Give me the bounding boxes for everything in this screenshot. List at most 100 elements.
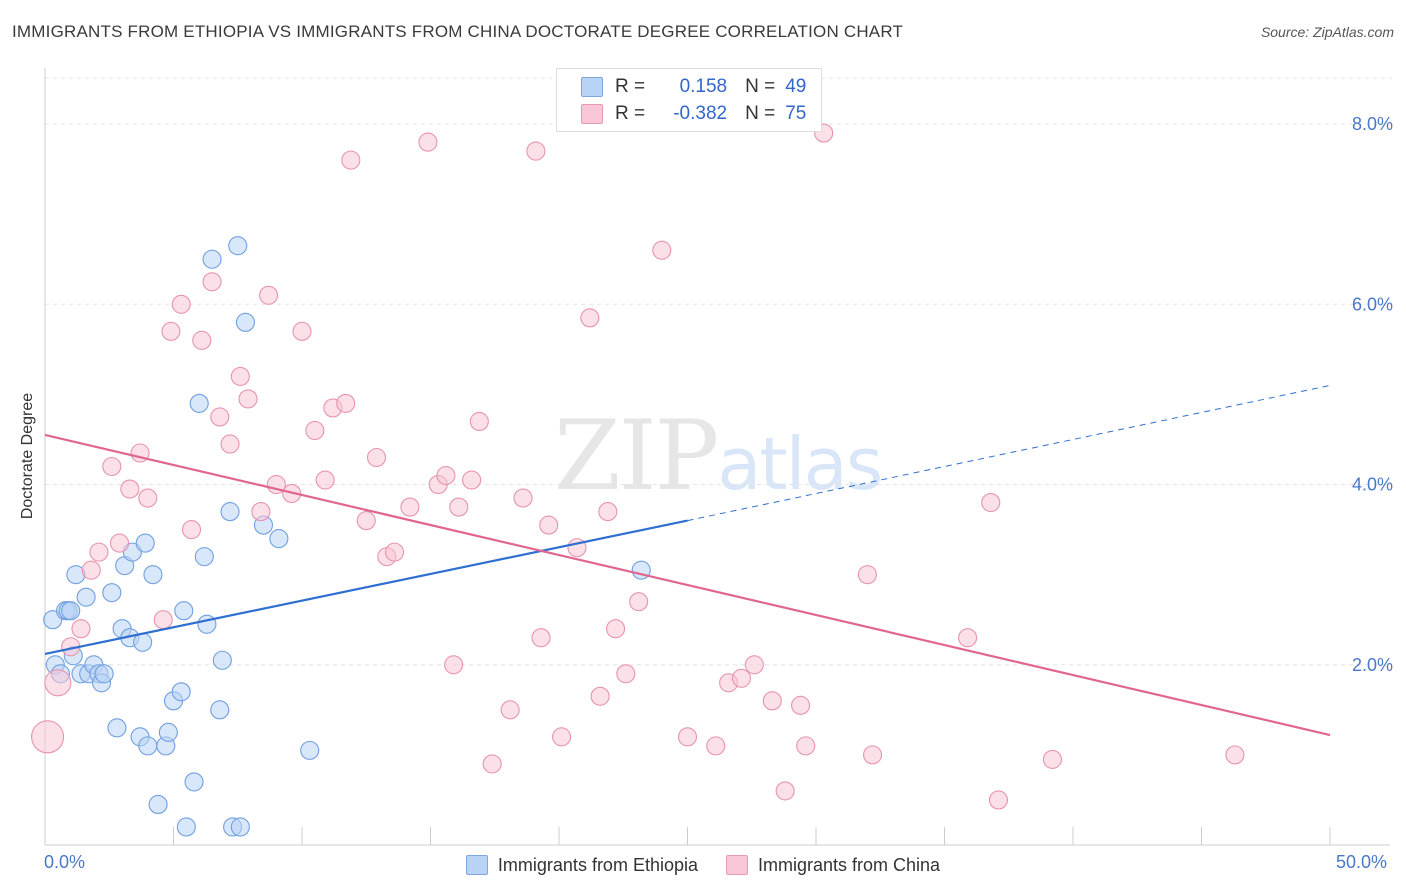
china-point <box>1042 749 1062 769</box>
ethiopia-trend-extension <box>687 384 1331 522</box>
ethiopia-point <box>61 601 81 621</box>
china-point <box>109 533 130 553</box>
china-point <box>138 488 158 508</box>
china-point <box>81 560 101 580</box>
china-point <box>1225 745 1245 765</box>
china-point <box>120 479 140 499</box>
ethiopia-n-value: 49 <box>785 76 807 97</box>
source-label: Source: ZipAtlas.com <box>1260 24 1394 40</box>
ethiopia-point <box>138 736 158 756</box>
china-point <box>259 285 279 305</box>
ethiopia-point <box>220 502 240 522</box>
ethiopia-point <box>235 312 256 332</box>
china-point <box>210 407 230 427</box>
watermark: ZIPatlas <box>554 400 883 512</box>
ethiopia-swatch <box>581 77 603 97</box>
china-point <box>552 727 572 747</box>
china-point <box>677 727 698 747</box>
china-point <box>356 511 376 531</box>
legend-row-ethiopia: R = 0.158 N = 49 <box>581 75 806 99</box>
china-point <box>744 655 764 675</box>
china-point <box>418 132 438 152</box>
ethiopia-point <box>269 529 289 549</box>
china-point <box>513 488 533 508</box>
china-point <box>791 695 811 715</box>
china-point <box>605 619 626 639</box>
china-point <box>89 542 109 562</box>
china-point <box>762 691 782 711</box>
china-point <box>384 542 405 562</box>
china-point <box>862 745 883 765</box>
china-point <box>482 754 502 774</box>
n-label: N = <box>745 103 776 124</box>
china-point <box>238 389 258 409</box>
china-point <box>590 686 610 706</box>
x-tick-label-min: 0.0% <box>44 852 86 872</box>
china-point <box>857 565 877 585</box>
watermark-zip: ZIP <box>554 400 719 512</box>
china-point <box>629 592 649 612</box>
china-point <box>796 736 816 756</box>
ethiopia-point <box>202 249 222 269</box>
china-point <box>251 502 271 522</box>
n-label: N = <box>745 76 776 97</box>
china-point <box>988 790 1009 810</box>
china-point <box>706 736 726 756</box>
y-tick-label: 6.0% <box>1352 294 1393 314</box>
ethiopia-legend-swatch <box>465 855 488 875</box>
ethiopia-point <box>148 794 168 814</box>
china-point <box>616 664 636 684</box>
watermark-atlas: atlas <box>717 422 883 506</box>
china-point <box>539 515 559 535</box>
china-point <box>102 456 122 477</box>
china-legend-label: Immigrants from China <box>758 854 941 875</box>
china-point <box>153 610 173 630</box>
ethiopia-point <box>176 817 196 837</box>
ethiopia-r-value: 0.158 <box>679 76 728 97</box>
china-point <box>171 294 191 314</box>
china-point <box>336 393 356 413</box>
legend-item-ethiopia: Immigrants from Ethiopia <box>465 854 698 876</box>
china-point <box>192 330 212 350</box>
china-trend-line <box>44 433 1331 737</box>
ethiopia-point <box>300 740 320 760</box>
china-point <box>292 321 312 341</box>
china-point <box>230 366 250 386</box>
china-point <box>181 520 202 540</box>
china-point <box>305 420 325 441</box>
ethiopia-point <box>135 533 155 553</box>
y-tick-label: 4.0% <box>1352 475 1393 495</box>
ethiopia-legend-label: Immigrants from Ethiopia <box>497 854 698 875</box>
china-point <box>71 619 91 639</box>
china-point <box>202 272 222 292</box>
ethiopia-point <box>194 547 214 567</box>
y-tick-label: 8.0% <box>1352 114 1393 134</box>
correlation-legend: R = 0.158 N = 49 R = -0.382 N = 75 <box>556 68 822 132</box>
china-point <box>775 781 795 801</box>
china-point <box>444 655 464 675</box>
china-point <box>469 411 489 432</box>
ethiopia-point <box>94 664 114 684</box>
china-point <box>315 470 335 490</box>
legend-row-china: R = -0.382 N = 75 <box>581 102 806 126</box>
china-point <box>31 720 65 754</box>
china-point <box>161 321 181 341</box>
china-point <box>580 308 600 328</box>
china-point <box>220 434 240 454</box>
china-point <box>731 668 752 688</box>
legend-item-china: Immigrants from China <box>726 855 940 876</box>
series-legend: Immigrants from Ethiopia Immigrants from… <box>0 852 1406 878</box>
china-point <box>531 628 551 648</box>
ethiopia-point <box>189 393 209 413</box>
china-point <box>462 470 482 490</box>
ethiopia-point <box>143 565 163 585</box>
ethiopia-trend-line <box>44 519 688 656</box>
ethiopia-point <box>174 601 194 621</box>
china-r-value: -0.382 <box>673 103 728 124</box>
ethiopia-point <box>212 650 232 670</box>
china-point <box>436 465 456 486</box>
china-point <box>598 502 618 522</box>
r-label: R = <box>615 76 646 97</box>
china-point <box>652 240 672 260</box>
